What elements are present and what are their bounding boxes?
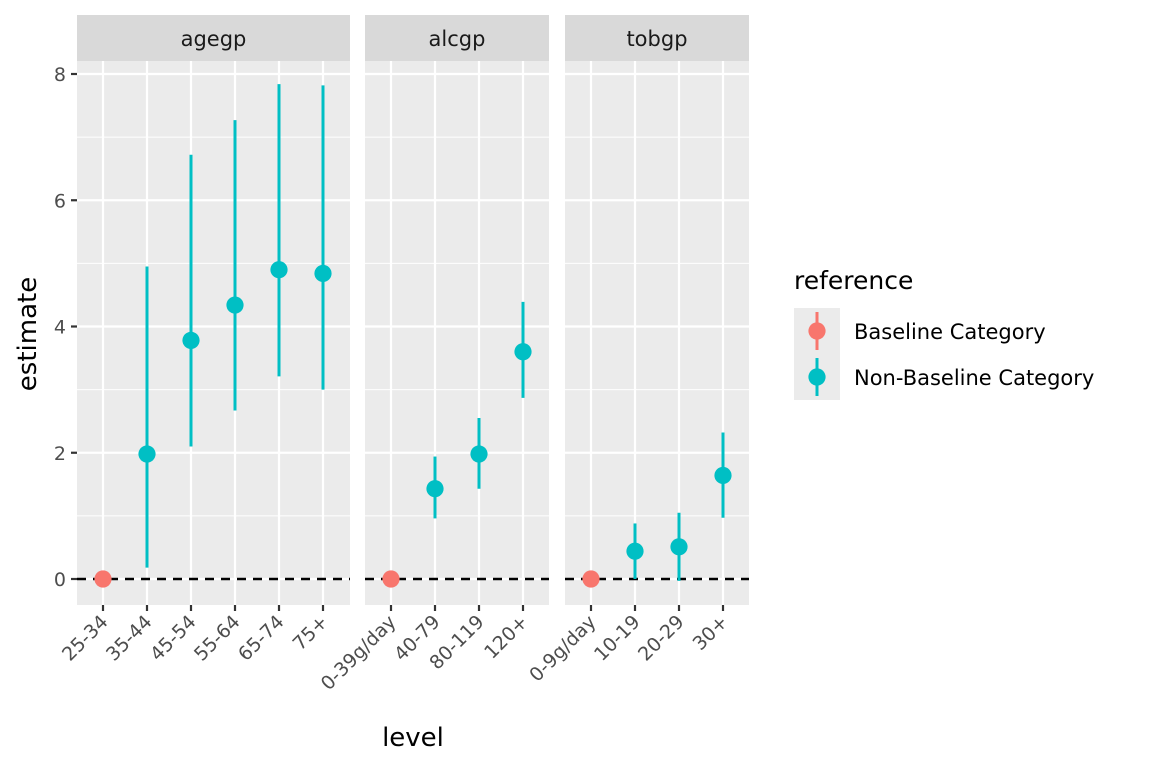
legend-key-point <box>808 368 826 386</box>
pointrange-agegp-75+ <box>314 85 332 390</box>
estimate-point <box>670 538 688 556</box>
pointrange-alcgp-80-119 <box>470 418 488 489</box>
panel-background <box>365 61 549 605</box>
facet-strip-label: agegp <box>181 27 247 51</box>
x-tick-label: 65-74 <box>234 611 289 666</box>
estimate-point <box>226 296 244 314</box>
pointrange-alcgp-40-79 <box>426 456 444 519</box>
legend-label: Non-Baseline Category <box>854 366 1094 390</box>
estimate-point <box>182 331 200 349</box>
y-axis: 0 2 4 6 8 <box>54 64 77 591</box>
x-tick-label: 35-44 <box>102 611 157 666</box>
x-tick-label: 45-54 <box>146 611 201 666</box>
pointrange-alcgp-120+ <box>514 301 532 398</box>
estimate-point <box>470 445 488 463</box>
legend: reference Baseline Category Non-Baseline … <box>794 266 1094 400</box>
facet-strip-label: alcgp <box>429 27 486 51</box>
legend-entry: Baseline Category <box>794 308 1046 354</box>
estimate-point <box>426 480 444 498</box>
estimate-point <box>714 466 732 485</box>
estimate-point <box>382 570 400 588</box>
facet-strip <box>365 15 549 61</box>
x-tick-label: 55-64 <box>190 611 245 666</box>
x-tick-label: 25-34 <box>58 611 113 666</box>
panel-background <box>77 61 350 605</box>
x-tick-label: 20-29 <box>634 611 689 666</box>
x-tick-label: 30+ <box>689 611 733 655</box>
y-axis-title: estimate <box>13 277 43 391</box>
pointrange-agegp-45-54 <box>182 154 200 447</box>
pointrange-tobgp-0-9g/day <box>582 570 600 588</box>
x-tick-label: 10-19 <box>590 611 645 666</box>
pointrange-agegp-65-74 <box>270 84 288 377</box>
estimate-point <box>582 570 600 588</box>
y-tick-label: 6 <box>54 190 66 212</box>
x-tick-label: 120+ <box>480 611 532 663</box>
x-tick-label: 75+ <box>289 611 333 655</box>
pointrange-tobgp-20-29 <box>670 512 688 581</box>
legend-entry: Non-Baseline Category <box>794 354 1094 400</box>
estimate-point <box>94 570 112 588</box>
estimate-point <box>270 261 288 279</box>
legend-title: reference <box>794 266 913 295</box>
pointrange-alcgp-0-39g/day <box>382 570 400 588</box>
pointrange-tobgp-30+ <box>714 432 732 518</box>
y-tick-label: 4 <box>54 317 66 339</box>
facet-strip <box>565 15 749 61</box>
x-tick-label: 0-9g/day <box>525 611 600 686</box>
pointrange-tobgp-10-19 <box>626 523 644 579</box>
estimate-point <box>514 343 532 361</box>
pointrange-agegp-25-34 <box>94 570 112 588</box>
estimate-point <box>626 542 644 560</box>
pointrange-agegp-35-44 <box>138 266 156 568</box>
facet-strip <box>77 15 350 61</box>
facet-strip-label: tobgp <box>626 27 687 51</box>
estimate-point <box>138 445 156 463</box>
y-tick-label: 8 <box>54 64 66 86</box>
y-tick-label: 2 <box>54 443 66 465</box>
estimate-point <box>314 264 332 283</box>
legend-key-point <box>808 322 826 340</box>
pointrange-agegp-55-64 <box>226 120 244 411</box>
panel-background <box>565 61 749 605</box>
x-axis-title: level <box>382 723 444 753</box>
y-tick-label: 0 <box>54 569 66 591</box>
legend-label: Baseline Category <box>854 320 1046 344</box>
